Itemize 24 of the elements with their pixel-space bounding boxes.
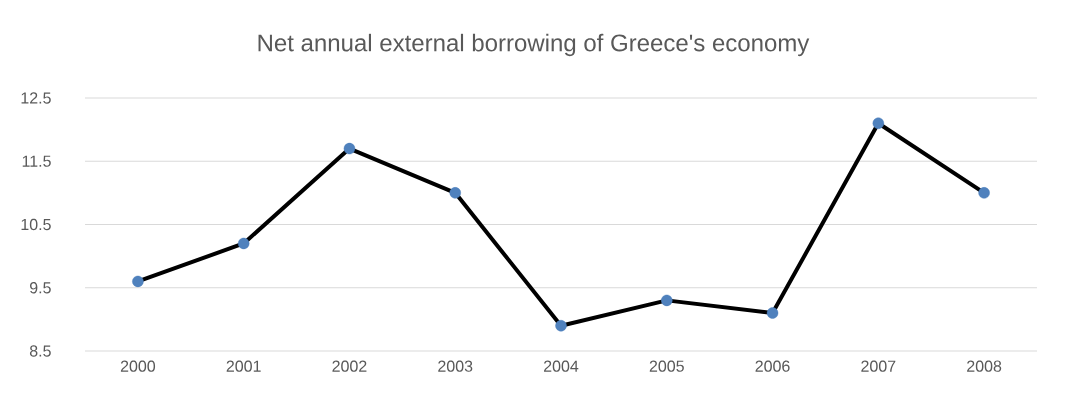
point [978,187,990,199]
point [661,294,673,307]
x-tick-label: 2002 [332,360,367,372]
x-tick-label: 2005 [649,360,684,372]
x-tick-label: 2008 [967,360,1002,372]
x-tick-label: 2004 [544,360,579,372]
y-tick-label: 11.5 [22,155,51,167]
x-tick-label: 2007 [861,360,896,372]
x-tick-label: 2000 [120,360,156,372]
y-tick-label: 10.5 [21,218,51,231]
point [449,187,461,199]
x-tick-label: 2003 [438,360,473,372]
y-tick-label: 8.5 [29,345,51,357]
x-tick-label: 2006 [755,360,790,372]
y-tick-label: 12.5 [21,92,51,104]
x-tick-label: 2001 [226,360,261,372]
chart-title: Net annual external borrowing of Greece's economy [258,33,810,57]
point [872,117,885,129]
point [766,307,779,319]
point [343,142,356,155]
point [237,237,250,250]
y-tick-label: 9.5 [29,282,51,294]
point [132,275,144,288]
point [555,319,567,332]
